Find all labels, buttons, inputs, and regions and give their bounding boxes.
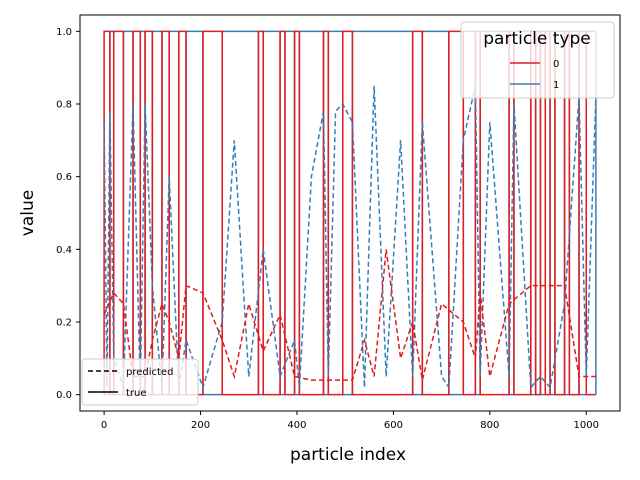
legend-label-type-1: 1 [553,80,559,91]
x-tick-label: 400 [287,420,306,431]
legend-particle-type: particle type 0 1 [460,21,615,99]
y-tick-label: 0.8 [56,100,72,111]
y-axis-label: value [18,190,38,236]
legend-label-true: true [126,388,147,399]
x-axis: 0 200 400 600 800 1000 [101,411,599,431]
x-tick-label: 1000 [574,420,599,431]
legend-box [81,358,199,406]
y-axis: 0.0 0.2 0.4 0.6 0.8 1.0 [56,27,80,401]
x-tick-label: 600 [384,420,403,431]
legend-label-type-0: 0 [553,59,559,70]
x-tick-label: 0 [101,420,107,431]
plot-frame [79,14,621,412]
series-type-1-predicted [103,85,597,390]
y-tick-label: 0.2 [56,317,72,328]
y-tick-label: 0.6 [56,172,72,183]
y-tick-label: 0.0 [56,390,72,401]
x-axis-label: particle index [290,445,406,465]
y-tick-label: 1.0 [56,27,72,38]
series-type-0-predicted [103,249,596,381]
legend-label-predicted: predicted [126,367,173,378]
x-tick-label: 200 [191,420,210,431]
legend-line-style: predicted true [81,358,199,406]
y-tick-label: 0.4 [56,245,72,256]
x-tick-label: 800 [480,420,499,431]
legend-box [460,21,615,99]
legend-title: particle type [483,29,591,49]
